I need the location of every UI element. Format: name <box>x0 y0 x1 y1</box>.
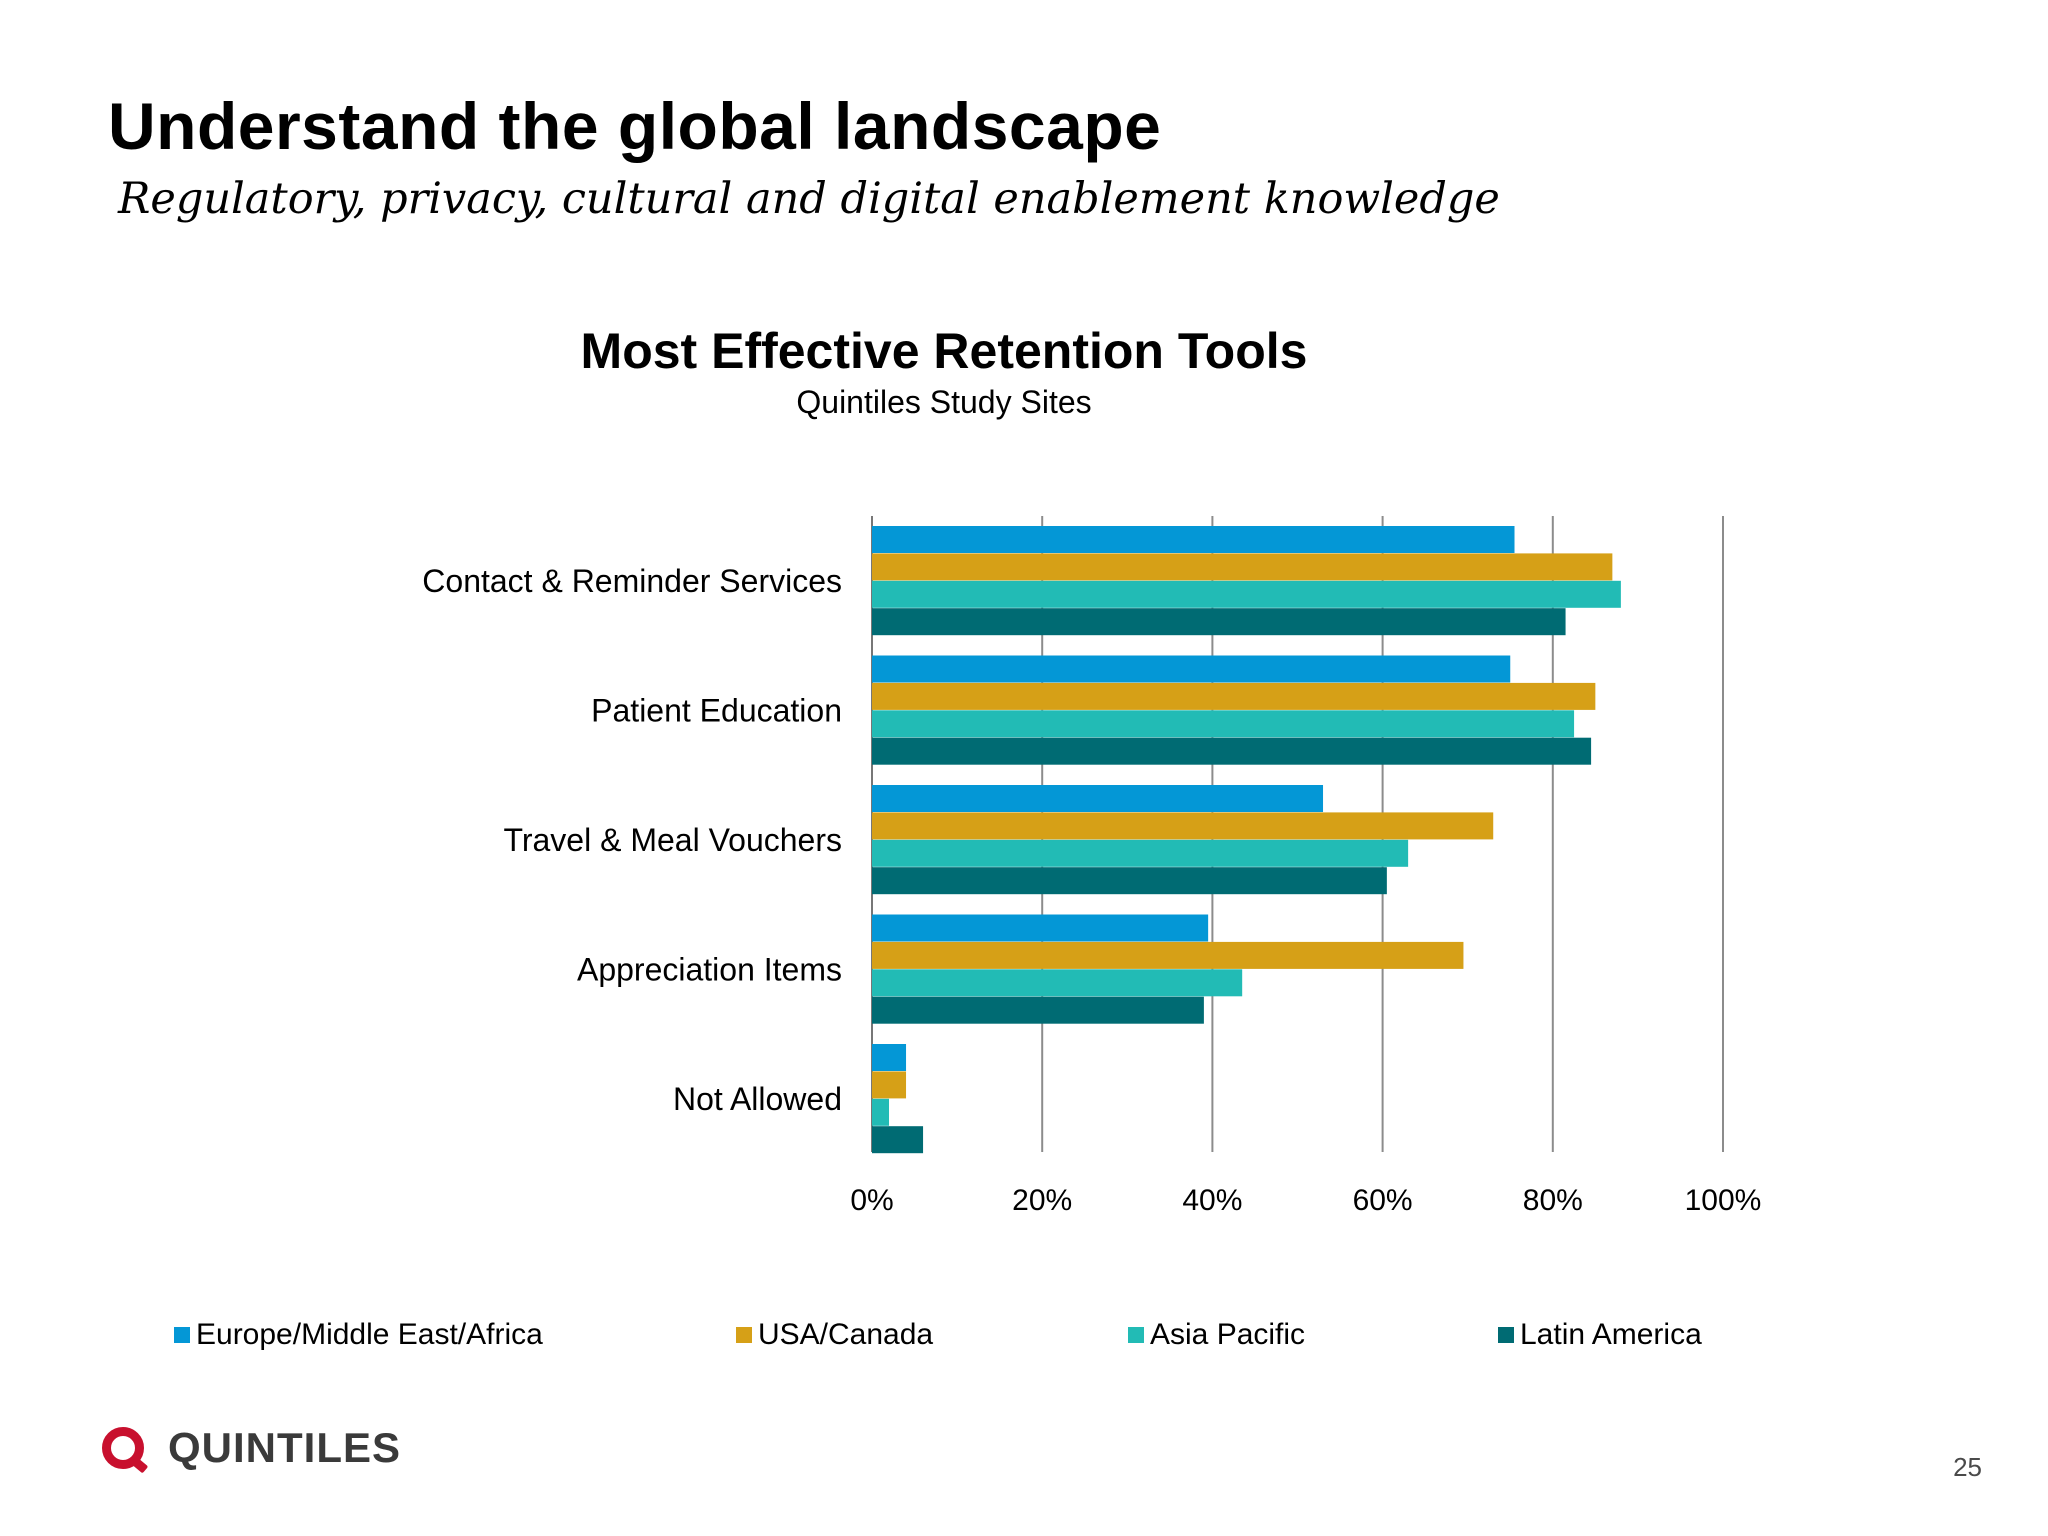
chart-title: Most Effective Retention Tools <box>580 323 1308 379</box>
chart-legend: Europe/Middle East/Africa USA/Canada Asi… <box>0 1318 2048 1358</box>
quintiles-logo: QUINTILES <box>102 1424 401 1472</box>
category-label: Contact & Reminder Services <box>422 563 842 599</box>
bar <box>872 1044 907 1071</box>
bar <box>872 682 1596 710</box>
bar <box>872 1126 924 1154</box>
legend-item-usa-canada: USA/Canada <box>736 1318 933 1352</box>
bar-chart: 0% 20% 40% 60% 80% 100% Contact & Reminder Ser… <box>422 516 1762 1217</box>
bar <box>872 608 1566 636</box>
legend-swatch-usa-canada <box>736 1327 752 1343</box>
x-tick-label: 100% <box>1685 1184 1762 1217</box>
slide-subtitle: Regulatory, privacy, cultural and digita… <box>118 174 1500 224</box>
legend-label-usa-canada: USA/Canada <box>758 1318 934 1351</box>
bar <box>872 839 1409 867</box>
bar <box>872 969 1243 997</box>
legend-swatch-latin-america <box>1498 1327 1514 1343</box>
x-tick-label: 80% <box>1523 1184 1583 1217</box>
bar <box>872 655 1511 683</box>
bar <box>872 1098 890 1126</box>
bar <box>872 710 1575 738</box>
category-label: Appreciation Items <box>577 951 842 987</box>
bar <box>872 941 1464 969</box>
bar <box>872 553 1613 581</box>
x-tick-label: 0% <box>850 1184 893 1217</box>
bar <box>872 580 1621 608</box>
bar <box>872 737 1592 765</box>
slide-title: Understand the global landscape <box>108 89 1162 163</box>
legend-item-europe: Europe/Middle East/Africa <box>174 1318 543 1352</box>
bar <box>872 996 1204 1024</box>
legend-item-asia-pacific: Asia Pacific <box>1128 1318 1305 1352</box>
bar <box>872 1071 907 1099</box>
x-tick-label: 40% <box>1182 1184 1242 1217</box>
bar <box>872 914 1209 942</box>
bar <box>872 867 1387 895</box>
legend-label-latin-america: Latin America <box>1520 1318 1702 1351</box>
x-tick-label: 60% <box>1353 1184 1413 1217</box>
chart-subtitle: Quintiles Study Sites <box>796 384 1092 420</box>
logo-text: QUINTILES <box>168 1424 402 1471</box>
legend-swatch-europe <box>174 1327 190 1343</box>
bar <box>872 526 1515 553</box>
legend-label-asia-pacific: Asia Pacific <box>1150 1318 1306 1351</box>
x-tick-label: 20% <box>1012 1184 1072 1217</box>
legend-swatch-asia-pacific <box>1128 1327 1144 1343</box>
legend-label-europe: Europe/Middle East/Africa <box>196 1318 543 1351</box>
bar <box>872 785 1324 812</box>
legend-item-latin-america: Latin America <box>1498 1318 1702 1352</box>
category-label: Not Allowed <box>673 1081 842 1117</box>
logo-ring-icon <box>102 1427 144 1469</box>
category-label: Patient Education <box>591 692 842 728</box>
page-number: 25 <box>1953 1452 1982 1482</box>
bar <box>872 812 1494 840</box>
category-label: Travel & Meal Vouchers <box>503 822 842 858</box>
